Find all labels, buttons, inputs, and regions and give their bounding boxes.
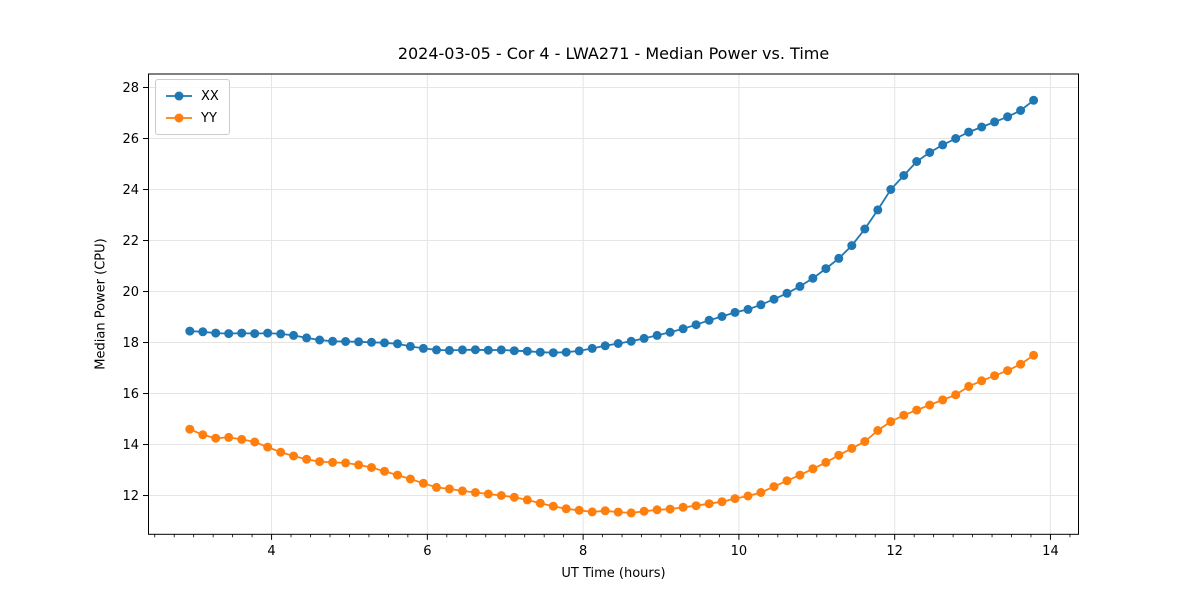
svg-text:12: 12 — [886, 544, 903, 559]
chart-title: 2024-03-05 - Cor 4 - LWA271 - Median Pow… — [397, 44, 830, 63]
svg-text:10: 10 — [731, 544, 748, 559]
svg-text:16: 16 — [122, 387, 139, 402]
legend: XX YY — [155, 79, 230, 135]
svg-text:22: 22 — [122, 234, 139, 249]
svg-text:26: 26 — [122, 132, 139, 147]
legend-label-xx: XX — [201, 88, 219, 104]
svg-text:28: 28 — [122, 81, 139, 96]
svg-text:12: 12 — [122, 489, 139, 504]
svg-text:14: 14 — [122, 438, 139, 453]
legend-label-yy: YY — [201, 110, 217, 126]
y-axis-label: Median Power (CPU) — [93, 238, 109, 370]
legend-line-marker-xx-icon — [166, 91, 192, 101]
x-axis-label: UT Time (hours) — [561, 566, 666, 581]
legend-item-xx: XX — [165, 85, 219, 107]
svg-text:4: 4 — [267, 544, 275, 559]
svg-text:8: 8 — [579, 544, 587, 559]
svg-text:24: 24 — [122, 183, 139, 198]
svg-text:14: 14 — [1042, 544, 1059, 559]
legend-item-yy: YY — [165, 107, 219, 129]
legend-line-marker-yy-icon — [166, 113, 192, 123]
svg-text:18: 18 — [122, 336, 139, 351]
svg-text:20: 20 — [122, 285, 139, 300]
svg-text:6: 6 — [423, 544, 431, 559]
